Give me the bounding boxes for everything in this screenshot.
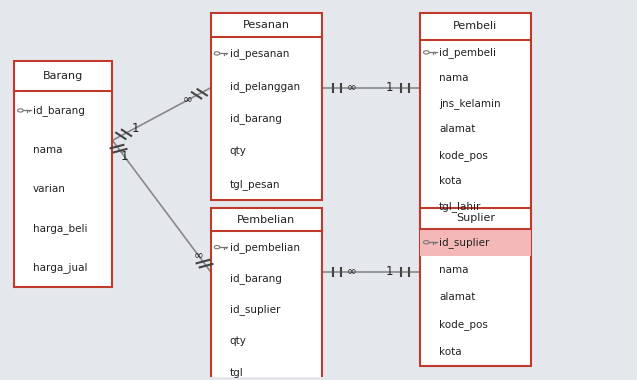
Text: Pesanan: Pesanan [243,20,290,30]
Text: 1: 1 [386,265,393,279]
Text: kota: kota [439,347,462,357]
Text: id_barang: id_barang [230,273,282,284]
Text: kode_pos: kode_pos [439,150,488,160]
Text: id_pembeli: id_pembeli [439,47,496,58]
Text: id_pembelian: id_pembelian [230,242,300,253]
Bar [420,208,531,366]
Text: Suplier: Suplier [456,213,495,223]
Text: kota: kota [439,176,462,186]
Text: alamat: alamat [439,124,475,135]
Bar [211,13,322,201]
Text: nama: nama [439,73,468,83]
Text: 1: 1 [386,81,393,94]
Text: id_pesanan: id_pesanan [230,48,289,59]
Text: id_barang: id_barang [33,105,85,116]
Text: qty: qty [230,146,247,157]
Text: tgl_pesan: tgl_pesan [230,179,280,190]
Text: alamat: alamat [439,292,475,302]
Text: tgl: tgl [230,367,243,378]
Bar [420,228,531,256]
Text: ∞: ∞ [194,249,203,262]
Text: tgl_lahir: tgl_lahir [439,201,482,212]
Text: ∞: ∞ [347,81,357,94]
Text: id_suplier: id_suplier [439,237,489,248]
Bar [420,13,531,219]
Text: qty: qty [230,336,247,346]
Bar [14,62,112,287]
Text: harga_jual: harga_jual [33,262,88,273]
Text: kode_pos: kode_pos [439,319,488,330]
Text: jns_kelamin: jns_kelamin [439,98,501,109]
Text: ∞: ∞ [183,93,193,106]
Text: 1: 1 [121,150,129,163]
Text: Barang: Barang [43,71,83,81]
Text: id_suplier: id_suplier [230,304,280,315]
Text: nama: nama [439,265,468,275]
Text: 1: 1 [131,122,139,135]
Text: Pembeli: Pembeli [454,21,497,31]
Bar [211,208,322,380]
Text: ∞: ∞ [347,265,357,279]
Text: varian: varian [33,184,66,194]
Text: nama: nama [33,145,62,155]
Text: harga_beli: harga_beli [33,223,88,234]
Text: id_pelanggan: id_pelanggan [230,81,300,92]
Text: Pembelian: Pembelian [237,215,296,225]
Text: id_barang: id_barang [230,113,282,124]
